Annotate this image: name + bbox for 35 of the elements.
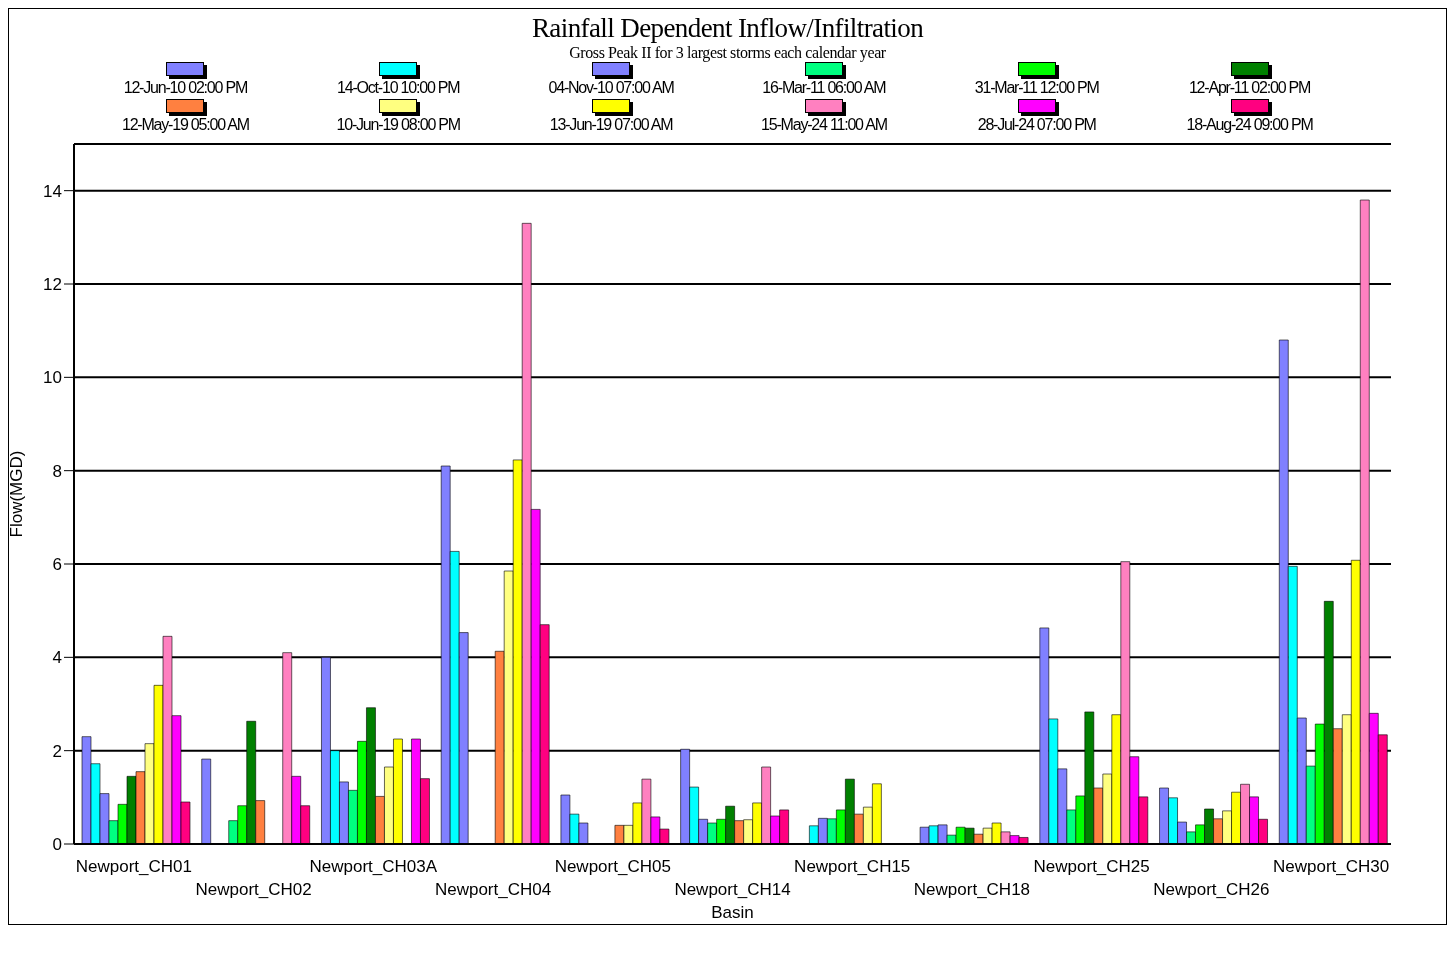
legend-label: 13-Jun-19 07:00 AM xyxy=(549,116,673,134)
y-axis-title: Flow(MGD) xyxy=(7,450,27,538)
x-tick-label: Newport_CH30 xyxy=(1273,857,1390,876)
x-axis-title: Basin xyxy=(711,903,754,922)
chart-title: Rainfall Dependent Inflow/Infiltration xyxy=(530,13,925,44)
x-tick-label: Newport_CH26 xyxy=(1153,880,1270,899)
x-tick-label: Newport_CH01 xyxy=(75,857,192,876)
legend-label: 28-Jul-24 07:00 PM xyxy=(977,116,1096,134)
y-tick-label: 4 xyxy=(52,648,62,668)
legend-label: 12-Jun-10 02:00 PM xyxy=(123,79,248,97)
legend-label: 14-Oct-10 10:00 PM xyxy=(337,79,460,97)
legend-label: 31-Mar-11 12:00 PM xyxy=(974,79,1099,97)
x-tick-label: Newport_CH02 xyxy=(195,880,312,899)
x-tick-label: Newport_CH18 xyxy=(913,880,1031,899)
x-tick-label: Newport_CH25 xyxy=(1033,857,1150,876)
y-tick-label: 0 xyxy=(52,835,62,855)
legend-label: 18-Aug-24 09:00 PM xyxy=(1186,116,1313,134)
chart-subtitle: Gross Peak II for 3 largest storms each calendar year xyxy=(568,44,887,62)
x-tick-label: Newport_CH03A xyxy=(309,857,438,876)
y-tick-label: 10 xyxy=(43,368,62,388)
y-tick-label: 8 xyxy=(52,461,62,481)
legend-label: 15-May-24 11:00 AM xyxy=(761,116,887,134)
legend-label: 10-Jun-19 08:00 PM xyxy=(336,116,460,134)
x-tick-label: Newport_CH15 xyxy=(794,857,911,876)
legend-label: 16-Mar-11 06:00 AM xyxy=(762,79,886,97)
y-tick-label: 6 xyxy=(52,555,62,575)
y-tick-label: 14 xyxy=(43,181,62,201)
legend-label: 12-Apr-11 02:00 PM xyxy=(1188,79,1311,97)
x-tick-label: Newport_CH05 xyxy=(554,857,671,876)
legend-label: 12-May-19 05:00 AM xyxy=(121,116,249,134)
y-tick-label: 2 xyxy=(52,741,62,761)
y-tick-label: 12 xyxy=(43,275,62,295)
x-tick-label: Newport_CH04 xyxy=(434,880,552,899)
legend-label: 04-Nov-10 07:00 AM xyxy=(548,79,674,97)
x-tick-label: Newport_CH14 xyxy=(674,880,791,899)
